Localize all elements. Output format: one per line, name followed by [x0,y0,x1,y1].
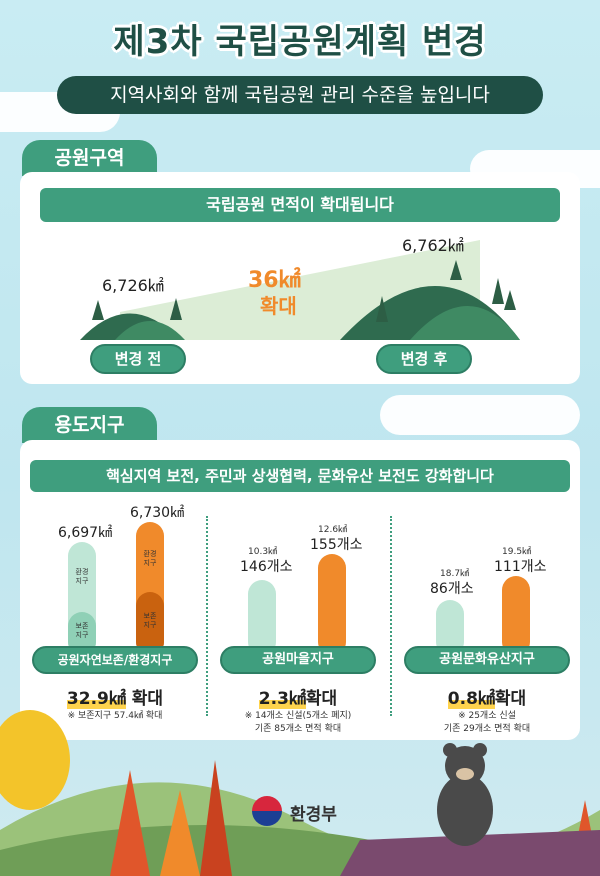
heritage-result: 0.8㎢확대 [404,684,570,709]
mountain-before [115,321,185,340]
nature-after-lower-label: 보존 지구 [143,612,157,629]
heritage-zone-label: 공원문화유산지구 [404,646,570,674]
nature-result: 32.9㎢ 확대 [32,684,198,709]
village-result-value: 2.3㎢ [258,689,306,709]
village-before-bar [248,580,276,656]
village-before-area: 10.3㎢ [248,547,278,557]
autumn-landscape [0,710,600,876]
village-after-bar [318,554,346,656]
village-note-1: ※ 14개소 신설(5개소 폐지) [244,711,352,721]
nature-before-lower-label: 보존 지구 [75,622,89,639]
heritage-after-area: 19.5㎢ [502,547,532,557]
village-before-count: 146개소 [240,559,293,575]
increase-word: 확대 [260,294,297,318]
heritage-after-count: 111개소 [494,559,547,575]
nature-after-value: 6,730㎢ [130,505,185,521]
nature-result-word: 확대 [131,689,164,709]
park-area-card: 국립공원 면적이 확대됩니다 6,726㎢ 6,762㎢ 36㎢ 확대 변경 전… [20,172,580,384]
cloud [380,395,580,435]
heritage-note-2: 기존 29개소 면적 확대 [443,724,531,734]
tree [200,760,232,876]
nature-after-lower-bar [136,592,164,656]
village-after-count: 155개소 [310,537,363,553]
page-title: 제3차 국립공원계획 변경 [113,22,487,62]
tree [0,710,70,810]
nature-before-upper-label: 환경 지구 [75,568,89,585]
divider [390,516,392,716]
section-label-park-area: 공원구역 [22,140,157,176]
ministry-logo-icon [252,796,282,826]
nature-result-value: 32.9㎢ [66,689,126,709]
heritage-after-bar [502,576,530,656]
heritage-note-1: ※ 25개소 신설 [458,711,516,721]
village-result: 2.3㎢확대 [220,684,376,709]
section-label-zones: 용도지구 [22,407,157,443]
bear-mascot [437,743,493,846]
before-label: 변경 전 [90,344,186,374]
before-area-value: 6,726㎢ [102,276,164,295]
after-area-value: 6,762㎢ [402,236,464,255]
village-result-word: 확대 [305,689,338,709]
heritage-result-word: 확대 [494,689,527,709]
heritage-result-value: 0.8㎢ [447,689,495,709]
nature-note: ※ 보존지구 57.4㎢ 확대 [67,711,163,721]
trees [92,260,516,322]
heritage-before-count: 86개소 [430,581,474,597]
village-after-area: 12.6㎢ [318,525,348,535]
rock [340,830,600,876]
village-zone-label: 공원마을지구 [220,646,376,674]
zones-card: 핵심지역 보전, 주민과 상생협력, 문화유산 보전도 강화합니다 6,697㎢… [20,440,580,740]
tree [110,770,150,876]
nature-zone-label: 공원자연보존/환경지구 [32,646,198,674]
tree [160,790,200,876]
mountain-after [410,306,520,340]
area-increase-graphic [80,240,520,340]
zones-band: 핵심지역 보전, 주민과 상생협력, 문화유산 보전도 강화합니다 [30,460,570,492]
nature-after-upper-label: 환경 지구 [143,550,157,567]
heritage-before-area: 18.7㎢ [440,569,470,579]
divider [206,516,208,716]
ministry-name: 환경부 [290,805,337,825]
park-area-band: 국립공원 면적이 확대됩니다 [40,188,560,222]
after-label: 변경 후 [376,344,472,374]
increase-value: 36㎢ [248,268,301,293]
village-note-2: 기존 85개소 면적 확대 [254,724,342,734]
nature-before-value: 6,697㎢ [58,525,113,541]
page-subtitle: 지역사회와 함께 국립공원 관리 수준을 높입니다 [57,76,543,114]
